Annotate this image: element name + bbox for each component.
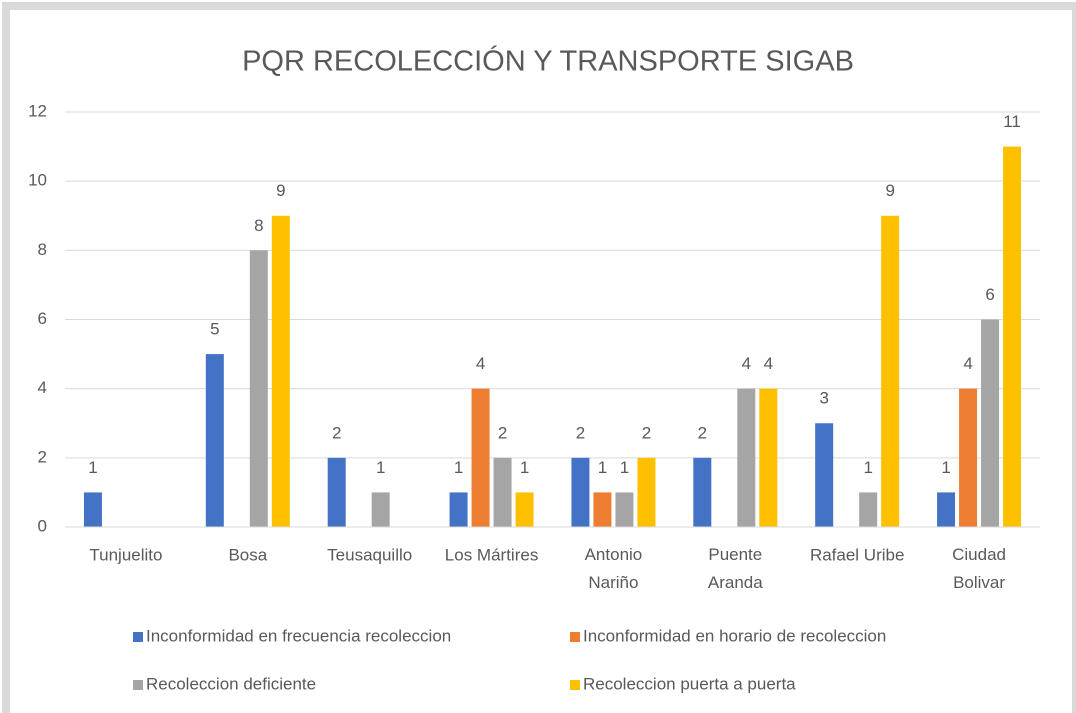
data-label: 1 bbox=[863, 458, 872, 477]
legend-swatch bbox=[570, 680, 580, 690]
legend-label: Inconformidad en frecuencia recoleccion bbox=[146, 626, 451, 645]
chart-title: PQR RECOLECCIÓN Y TRANSPORTE SIGAB bbox=[242, 45, 854, 78]
data-label: 4 bbox=[476, 354, 485, 373]
bar bbox=[815, 423, 834, 527]
data-label: 2 bbox=[332, 423, 341, 442]
y-tick-label: 8 bbox=[38, 240, 47, 259]
data-label: 3 bbox=[819, 389, 828, 408]
legend-label: Recoleccion puerta a puerta bbox=[583, 674, 796, 693]
data-label: 1 bbox=[598, 458, 607, 477]
bar bbox=[493, 457, 512, 527]
bar bbox=[571, 457, 590, 527]
x-tick-label: Antonio Nariño bbox=[585, 545, 643, 592]
y-tick-label: 10 bbox=[28, 171, 47, 190]
bar bbox=[1003, 146, 1022, 528]
bar bbox=[449, 492, 468, 527]
bar bbox=[881, 215, 900, 527]
data-label: 1 bbox=[454, 458, 463, 477]
data-label: 6 bbox=[985, 285, 994, 304]
bar bbox=[859, 492, 878, 527]
x-tick-label: Ciudad Bolivar bbox=[952, 545, 1006, 592]
data-label: 1 bbox=[376, 458, 385, 477]
y-tick-label: 2 bbox=[38, 447, 47, 466]
bar bbox=[515, 492, 534, 527]
bar bbox=[327, 457, 346, 527]
legend-swatch bbox=[133, 680, 143, 690]
data-label: 8 bbox=[254, 216, 263, 235]
bar bbox=[249, 250, 268, 528]
bar bbox=[371, 492, 390, 527]
legend-label: Recoleccion deficiente bbox=[146, 674, 316, 693]
bar bbox=[593, 492, 612, 527]
data-label: 5 bbox=[210, 320, 219, 339]
data-label: 1 bbox=[941, 458, 950, 477]
data-label: 1 bbox=[620, 458, 629, 477]
bar bbox=[981, 319, 1000, 527]
x-tick-label: Puente Aranda bbox=[708, 545, 763, 592]
bar bbox=[959, 388, 978, 527]
bar bbox=[471, 388, 490, 527]
bar bbox=[271, 215, 290, 527]
bar bbox=[737, 388, 756, 527]
data-label: 4 bbox=[764, 354, 773, 373]
y-tick-label: 4 bbox=[38, 378, 47, 397]
data-label: 1 bbox=[520, 458, 529, 477]
bar bbox=[637, 457, 656, 527]
bar bbox=[759, 388, 778, 527]
bar bbox=[693, 457, 712, 527]
data-label: 1 bbox=[88, 458, 97, 477]
y-tick-label: 12 bbox=[28, 101, 47, 120]
data-label: 11 bbox=[1003, 112, 1021, 131]
data-label: 2 bbox=[642, 423, 651, 442]
data-label: 2 bbox=[698, 423, 707, 442]
bar bbox=[937, 492, 956, 527]
data-label: 9 bbox=[276, 181, 285, 200]
legend-swatch bbox=[570, 632, 580, 642]
legend-swatch bbox=[133, 632, 143, 642]
bar bbox=[205, 354, 224, 527]
x-tick-label: Los Mártires bbox=[445, 545, 539, 564]
x-tick-label: Tunjuelito bbox=[89, 545, 162, 564]
y-tick-label: 0 bbox=[38, 516, 47, 535]
x-tick-label: Bosa bbox=[228, 545, 267, 564]
data-label: 2 bbox=[498, 423, 507, 442]
bar bbox=[83, 492, 102, 527]
y-tick-label: 6 bbox=[38, 309, 47, 328]
data-label: 4 bbox=[742, 354, 751, 373]
bar bbox=[615, 492, 634, 527]
x-tick-label: Rafael Uribe bbox=[810, 545, 905, 564]
legend-label: Inconformidad en horario de recoleccion bbox=[583, 626, 886, 645]
data-label: 9 bbox=[885, 181, 894, 200]
data-label: 2 bbox=[576, 423, 585, 442]
data-label: 4 bbox=[963, 354, 972, 373]
x-tick-label: Teusaquillo bbox=[327, 545, 412, 564]
